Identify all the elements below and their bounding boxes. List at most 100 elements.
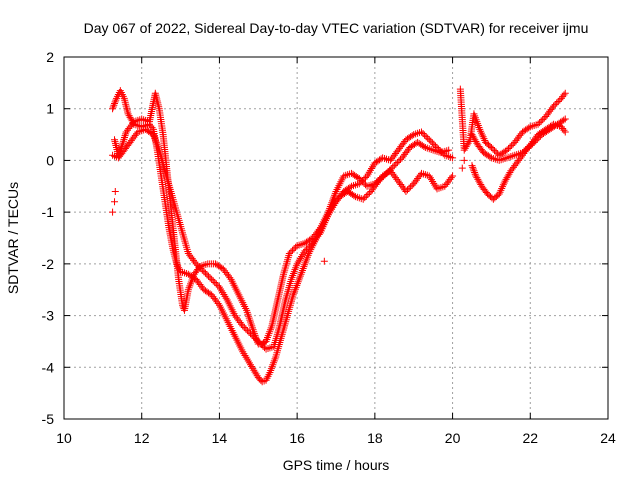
x-tick-label: 16 — [289, 430, 305, 446]
data-point — [508, 141, 516, 149]
data-point — [402, 187, 410, 195]
data-point — [109, 208, 117, 216]
data-point — [245, 328, 253, 336]
data-point — [419, 130, 427, 138]
data-point — [492, 148, 500, 156]
data-point — [519, 149, 527, 157]
data-point — [208, 275, 216, 283]
data-point — [551, 101, 559, 109]
data-point — [534, 120, 542, 128]
data-point — [389, 163, 397, 171]
data-point — [431, 142, 439, 150]
data-point — [288, 246, 296, 254]
y-tick-label: -2 — [42, 256, 55, 272]
data-point — [536, 119, 544, 127]
data-point — [523, 144, 531, 152]
x-tick-label: 22 — [522, 430, 538, 446]
data-point — [209, 277, 217, 285]
data-point — [458, 164, 466, 172]
data-point — [359, 195, 367, 203]
data-point — [362, 192, 370, 200]
data-point — [522, 146, 530, 154]
data-point — [253, 336, 261, 344]
data-point — [561, 115, 569, 123]
x-tick-label: 12 — [134, 430, 150, 446]
data-point — [287, 248, 295, 256]
data-point — [251, 334, 259, 342]
y-tick-label: -4 — [42, 359, 55, 375]
data-point — [392, 160, 400, 168]
data-point — [346, 183, 354, 191]
data-point — [509, 140, 517, 148]
data-point — [525, 124, 533, 132]
chart-title: Day 067 of 2022, Sidereal Day-to-day VTE… — [84, 20, 589, 36]
data-point — [371, 180, 379, 188]
data-point — [306, 242, 314, 250]
data-point — [250, 333, 258, 341]
data-point — [302, 245, 310, 253]
data-point — [554, 97, 562, 105]
data-point — [285, 250, 293, 258]
data-point — [111, 187, 119, 195]
data-point — [226, 274, 234, 282]
data-point — [548, 104, 556, 112]
y-tick-label: -3 — [42, 308, 55, 324]
data-point — [254, 337, 262, 345]
data-point — [111, 100, 119, 108]
data-point — [320, 257, 328, 265]
data-point — [561, 128, 569, 136]
data-point — [357, 178, 365, 186]
data-point — [192, 260, 200, 268]
data-point — [374, 177, 382, 185]
grid — [64, 57, 608, 419]
data-point — [424, 134, 432, 142]
y-axis-label: SDTVAR / TECUs — [5, 182, 21, 294]
data-point — [385, 168, 393, 176]
data-point — [403, 186, 411, 194]
data-point — [445, 146, 453, 154]
x-axis-label: GPS time / hours — [283, 457, 390, 473]
data-point — [427, 137, 435, 145]
data-point — [491, 147, 499, 155]
data-point — [556, 96, 564, 104]
data-point — [421, 131, 429, 139]
y-tick-label: 1 — [46, 101, 54, 117]
data-point — [111, 198, 119, 206]
data-point — [489, 145, 497, 153]
data-point — [350, 192, 358, 200]
data-point — [365, 189, 373, 197]
data-point — [200, 268, 208, 276]
y-tick-label: 0 — [46, 152, 54, 168]
data-point — [148, 124, 156, 132]
data-point — [471, 168, 479, 176]
data-point — [560, 126, 568, 134]
data-point — [428, 139, 436, 147]
data-point — [560, 116, 568, 124]
data-point — [408, 132, 416, 140]
data-point — [201, 269, 209, 277]
data-point — [560, 91, 568, 99]
data-point — [417, 128, 425, 136]
data-point — [422, 133, 430, 141]
data-point — [212, 280, 220, 288]
data-point — [214, 300, 222, 308]
data-markers — [109, 85, 569, 386]
data-point — [197, 265, 205, 273]
data-point — [315, 231, 323, 239]
data-point — [390, 162, 398, 170]
data-point — [449, 172, 457, 180]
data-point — [468, 162, 476, 170]
data-point — [469, 163, 477, 171]
data-point — [470, 167, 478, 175]
data-point — [553, 99, 561, 107]
data-point — [420, 142, 428, 150]
data-point — [460, 156, 468, 164]
data-point — [525, 142, 533, 150]
data-point — [449, 154, 457, 162]
data-point — [436, 147, 444, 155]
data-point — [397, 155, 405, 163]
data-point — [195, 263, 203, 271]
data-point — [191, 258, 199, 266]
